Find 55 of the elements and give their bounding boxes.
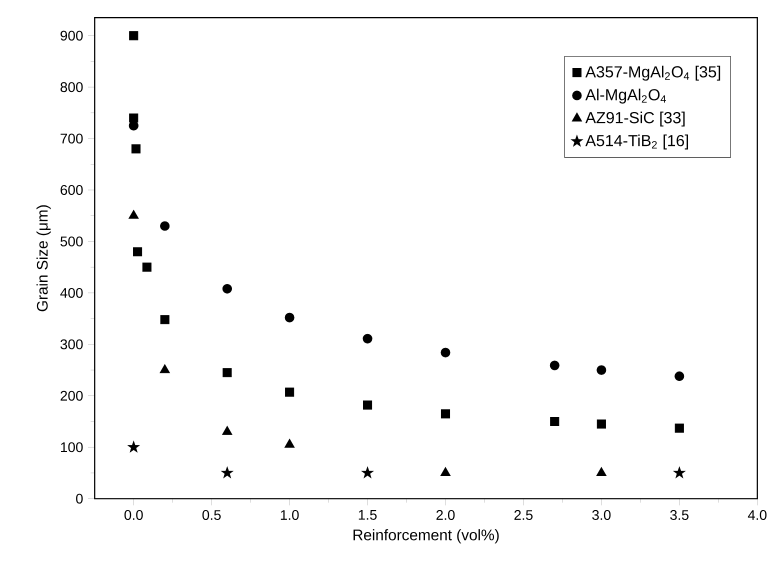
point <box>363 400 372 410</box>
point <box>131 144 141 154</box>
y-tick-label: 200 <box>60 390 83 401</box>
point <box>440 467 451 476</box>
x-tick-label: 3.0 <box>592 510 611 520</box>
legend-label: Al-MgAl$_{2}$O$_{4}$ <box>585 88 666 104</box>
x-tick-label: 0.5 <box>202 510 221 520</box>
x-tick-label: 3.5 <box>670 510 689 520</box>
y-tick-label: 700 <box>60 134 83 144</box>
y-tick-label: 800 <box>60 82 83 92</box>
point <box>596 467 607 476</box>
point <box>550 416 560 426</box>
y-tick-label: 400 <box>60 288 83 298</box>
point <box>440 409 450 418</box>
point <box>550 360 560 370</box>
legend-label: A357-MgAl$_{2}$O$_{4}$ [35] <box>585 66 720 81</box>
point <box>160 221 170 231</box>
point <box>160 315 170 324</box>
point <box>596 420 606 429</box>
point <box>222 426 232 435</box>
point <box>222 368 232 378</box>
y-tick-label: 100 <box>61 442 83 452</box>
x-tick-label: 0.0 <box>124 510 143 520</box>
point <box>285 388 294 397</box>
y-axis-title: Grain Size (μm) <box>36 205 51 312</box>
point <box>362 466 374 478</box>
point <box>596 365 606 375</box>
point <box>674 424 684 433</box>
point <box>160 364 170 374</box>
point <box>440 348 450 358</box>
point <box>284 312 294 322</box>
point <box>674 371 684 382</box>
point <box>128 440 140 452</box>
y-tick-label: 500 <box>60 236 83 246</box>
point <box>284 438 295 448</box>
y-tick-label: 900 <box>60 30 83 41</box>
x-tick-label: 4.0 <box>748 510 767 520</box>
x-tick-label: 1.5 <box>358 510 377 520</box>
point <box>362 334 372 344</box>
point <box>673 466 686 478</box>
x-axis-title: Reinforcement (vol%) <box>354 529 499 544</box>
point <box>128 210 139 219</box>
legend-label: AZ91-SiC [33] <box>585 112 685 127</box>
point <box>129 31 138 40</box>
y-tick-label: 600 <box>60 185 83 195</box>
point <box>221 466 234 478</box>
x-tick-label: 2.0 <box>436 510 455 520</box>
point <box>142 262 152 272</box>
y-tick-label: 0 <box>76 494 83 504</box>
x-tick-label: 2.5 <box>514 510 533 520</box>
x-tick-label: 1.0 <box>280 510 299 520</box>
point <box>133 247 142 256</box>
y-tick-label: 300 <box>60 339 83 350</box>
legend-label: A514-TiB$_{2}$ [16] <box>585 134 688 150</box>
point <box>222 284 232 294</box>
